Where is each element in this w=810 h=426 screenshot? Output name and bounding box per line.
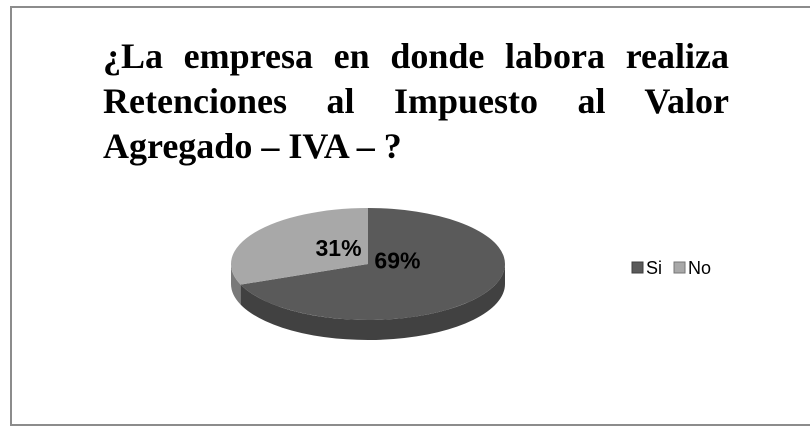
- data-label: 69%: [374, 247, 420, 273]
- pie-slice-side: [231, 264, 241, 305]
- chart: 69% 31% Si No: [231, 208, 711, 341]
- legend-swatch: [631, 261, 644, 274]
- pie-slice: [240, 208, 506, 320]
- pie-slice-side: [240, 264, 506, 341]
- pie-slice: [231, 208, 368, 285]
- legend-label: Si: [646, 258, 662, 278]
- chart-title: ¿La empresa en donde labora realiza Rete…: [103, 36, 729, 166]
- page: ¿La empresa en donde labora realiza Rete…: [10, 6, 810, 426]
- data-label: 31%: [316, 235, 362, 261]
- legend-swatch: [673, 261, 686, 274]
- legend-label: No: [688, 258, 711, 278]
